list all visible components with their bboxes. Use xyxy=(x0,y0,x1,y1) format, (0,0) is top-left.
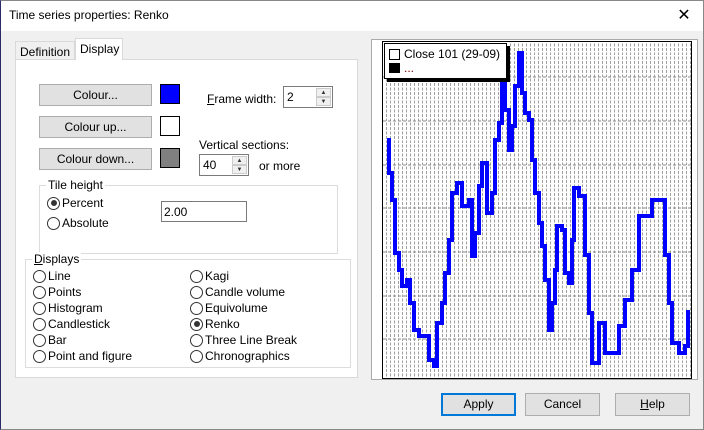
frame-width-value[interactable]: 2 xyxy=(287,90,294,104)
radio-display-kagi[interactable]: Kagi xyxy=(190,269,229,283)
displays-group: Displays Line Points Histogram Candlestick B… xyxy=(25,252,351,368)
legend-item: Close 101 (29-09) xyxy=(389,47,500,61)
window-title: Time series properties: Renko xyxy=(9,8,169,22)
radio-display-line[interactable]: Line xyxy=(33,269,71,283)
radio-selected-icon[interactable] xyxy=(47,196,60,210)
radio-display-histogram[interactable]: Histogram xyxy=(33,301,103,315)
help-button[interactable]: Help xyxy=(615,393,690,416)
spin-down-icon[interactable]: ▼ xyxy=(232,165,247,174)
radio-display-chronographics[interactable]: Chronographics xyxy=(190,349,290,363)
renko-preview-svg xyxy=(383,51,691,368)
spin-up-icon[interactable]: ▲ xyxy=(316,88,331,97)
legend-label: ... xyxy=(404,61,415,75)
tile-height-title: Tile height xyxy=(46,178,105,192)
colour-button[interactable]: Colour... xyxy=(39,84,152,106)
radio-percent[interactable]: Percent xyxy=(47,196,103,210)
tab-display[interactable]: Display xyxy=(75,38,123,60)
radio-label: Point and figure xyxy=(48,349,133,363)
radio-label: Three Line Break xyxy=(205,333,298,347)
radio-display-candlestick[interactable]: Candlestick xyxy=(33,317,110,331)
radio-label: Absolute xyxy=(62,216,109,230)
radio-icon[interactable] xyxy=(33,301,46,315)
radio-icon[interactable] xyxy=(33,317,46,331)
radio-icon[interactable] xyxy=(190,317,203,331)
radio-display-candle-volume[interactable]: Candle volume xyxy=(190,285,285,299)
legend-swatch xyxy=(389,48,400,60)
radio-display-equivolume[interactable]: Equivolume xyxy=(190,301,268,315)
colour-up-swatch[interactable] xyxy=(160,116,180,136)
radio-icon[interactable] xyxy=(190,285,203,299)
cancel-button[interactable]: Cancel xyxy=(525,393,600,416)
radio-icon[interactable] xyxy=(190,349,203,363)
spin-up-icon[interactable]: ▲ xyxy=(232,156,247,165)
tile-height-group: Tile height Percent Absolute 2.00 xyxy=(39,178,338,254)
vertical-sections-spinner[interactable]: 40 ▲ ▼ xyxy=(199,154,249,176)
radio-label: Percent xyxy=(62,196,104,210)
apply-button[interactable]: Apply xyxy=(441,393,516,416)
radio-display-points[interactable]: Points xyxy=(33,285,81,299)
legend-swatch xyxy=(389,63,400,73)
radio-label: Candle volume xyxy=(205,285,286,299)
radio-display-three-line-break[interactable]: Three Line Break xyxy=(190,333,297,347)
chart-plot-area: Close 101 (29-09) ... xyxy=(382,41,692,379)
radio-display-bar[interactable]: Bar xyxy=(33,333,67,347)
renko-series-line xyxy=(387,51,690,368)
radio-icon[interactable] xyxy=(33,333,46,347)
radio-icon[interactable] xyxy=(190,269,203,283)
colour-swatch[interactable] xyxy=(160,84,180,104)
frame-width-label: Frame width: xyxy=(207,92,277,106)
radio-display-point-and-figure[interactable]: Point and figure xyxy=(33,349,132,363)
colour-down-button[interactable]: Colour down... xyxy=(39,148,152,170)
tile-height-input[interactable]: 2.00 xyxy=(161,201,247,222)
radio-icon[interactable] xyxy=(33,285,46,299)
radio-label: Line xyxy=(48,269,71,283)
radio-icon[interactable] xyxy=(33,269,46,283)
vertical-sections-label: Vertical sections: xyxy=(199,138,290,152)
radio-display-renko[interactable]: Renko xyxy=(190,317,240,331)
spin-down-icon[interactable]: ▼ xyxy=(316,97,331,106)
displays-title: Displays xyxy=(32,252,82,266)
radio-absolute[interactable]: Absolute xyxy=(47,216,109,230)
display-panel: Colour... Colour up... Colour down... Fr… xyxy=(15,59,358,378)
colour-up-button[interactable]: Colour up... xyxy=(39,116,152,138)
radio-icon[interactable] xyxy=(190,301,203,315)
chart-legend: Close 101 (29-09) ... xyxy=(384,43,508,79)
radio-label: Points xyxy=(48,285,82,299)
vertical-sections-value[interactable]: 40 xyxy=(203,158,217,172)
tab-definition[interactable]: Definition xyxy=(15,41,75,61)
radio-label: Kagi xyxy=(205,269,230,283)
colour-down-swatch[interactable] xyxy=(160,148,180,168)
radio-label: Candlestick xyxy=(48,317,111,331)
frame-width-spinner[interactable]: 2 ▲ ▼ xyxy=(283,86,333,108)
radio-label: Renko xyxy=(205,317,240,331)
title-bar: Time series properties: Renko ✕ xyxy=(1,1,703,31)
radio-icon[interactable] xyxy=(190,333,203,347)
or-more-label: or more xyxy=(259,159,301,173)
radio-label: Equivolume xyxy=(205,301,268,315)
preview-chart: Close 101 (29-09) ... xyxy=(371,39,698,380)
close-icon[interactable]: ✕ xyxy=(677,7,691,24)
radio-icon[interactable] xyxy=(47,216,60,230)
radio-label: Bar xyxy=(48,333,67,347)
legend-item: ... xyxy=(389,61,500,75)
radio-label: Chronographics xyxy=(205,349,290,363)
radio-label: Histogram xyxy=(48,301,103,315)
legend-label: Close 101 (29-09) xyxy=(404,47,501,61)
radio-icon[interactable] xyxy=(33,349,46,363)
